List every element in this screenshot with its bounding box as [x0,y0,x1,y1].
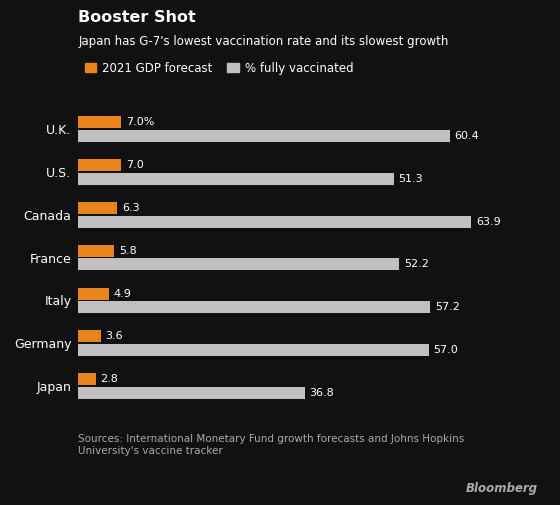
Text: 7.0: 7.0 [127,160,144,170]
Text: 7.0%: 7.0% [127,117,155,127]
Text: 36.8: 36.8 [310,388,334,398]
Bar [78,301,430,313]
Text: 51.3: 51.3 [399,174,423,184]
Text: 3.6: 3.6 [105,331,123,341]
Bar [78,173,394,185]
Bar [78,116,122,128]
Text: 2.8: 2.8 [101,374,118,384]
Text: 4.9: 4.9 [114,288,131,298]
Bar [78,287,109,299]
Bar [78,202,117,214]
Bar [78,130,450,142]
Text: 63.9: 63.9 [476,217,501,227]
Bar [78,159,122,171]
Bar [78,330,101,342]
Text: Bloomberg: Bloomberg [465,482,538,495]
Text: Japan has G-7's lowest vaccination rate and its slowest growth: Japan has G-7's lowest vaccination rate … [78,35,449,48]
Text: Sources: International Monetary Fund growth forecasts and Johns Hopkins
Universi: Sources: International Monetary Fund gro… [78,434,465,456]
Legend: 2021 GDP forecast, % fully vaccinated: 2021 GDP forecast, % fully vaccinated [80,57,358,79]
Text: 57.2: 57.2 [435,302,460,312]
Text: 60.4: 60.4 [455,131,479,141]
Bar [78,344,428,356]
Text: 5.8: 5.8 [119,246,137,256]
Bar [78,259,399,270]
Text: 6.3: 6.3 [122,203,139,213]
Bar [78,216,471,228]
Text: 52.2: 52.2 [404,260,429,269]
Text: 57.0: 57.0 [433,345,458,355]
Bar [78,387,305,399]
Bar [78,245,114,257]
Bar [78,373,96,385]
Text: Booster Shot: Booster Shot [78,10,196,25]
